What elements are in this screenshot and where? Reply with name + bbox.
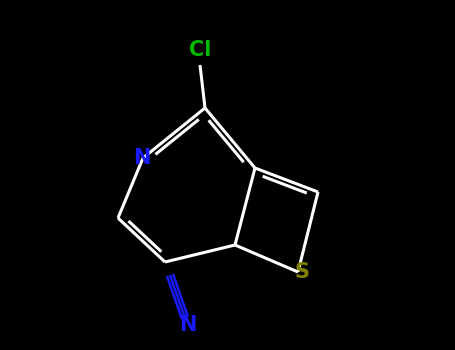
Text: S: S: [294, 262, 309, 282]
Text: N: N: [133, 148, 151, 168]
Text: N: N: [179, 315, 197, 335]
Text: Cl: Cl: [189, 40, 211, 60]
